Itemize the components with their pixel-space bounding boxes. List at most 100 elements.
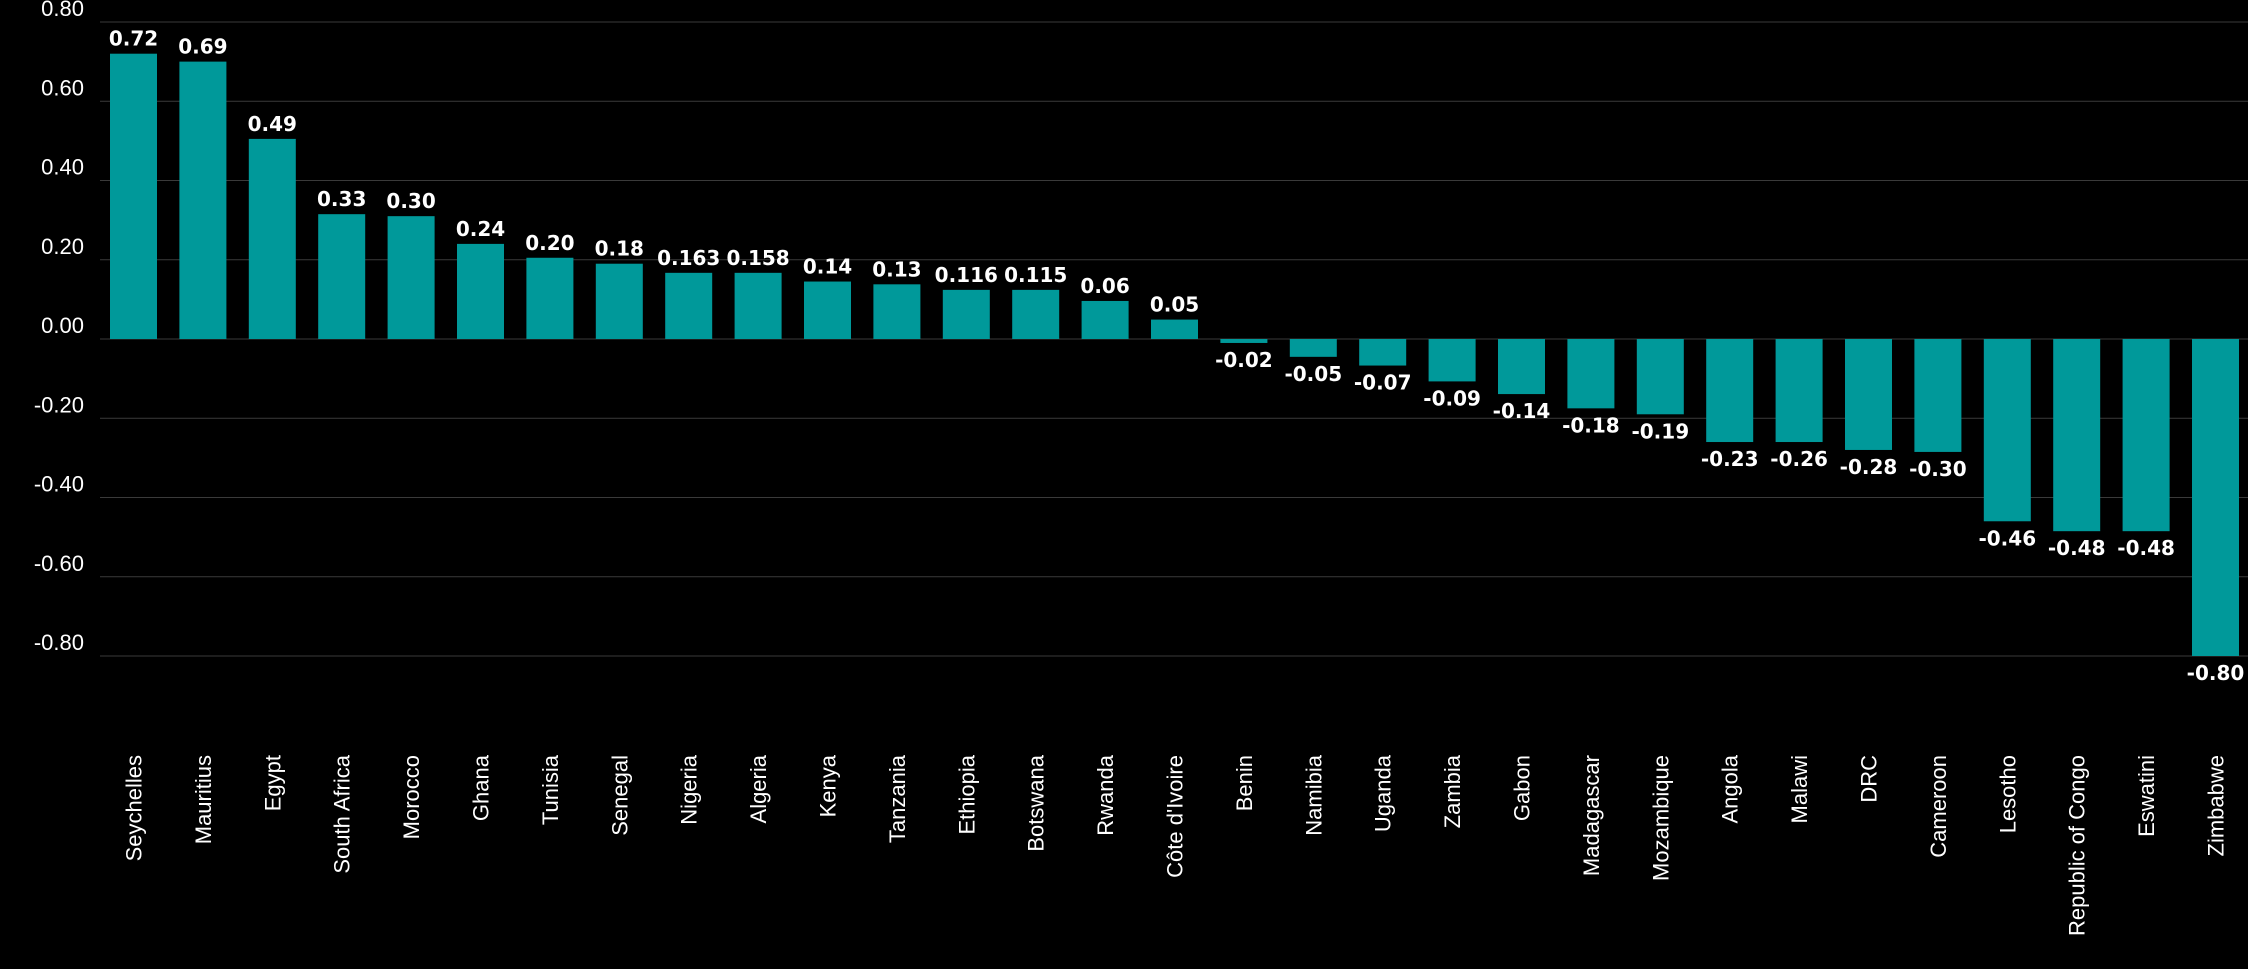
y-tick-label: -0.20 [34,392,84,417]
x-tick-label: DRC [1857,755,1882,803]
data-label: -0.07 [1354,371,1412,395]
bar [2053,339,2101,532]
x-tick-label: Angola [1718,754,1743,823]
bar [248,138,296,339]
x-tick-label: Malawi [1787,755,1812,823]
bar [595,263,643,339]
bar [318,214,366,339]
data-label: 0.06 [1080,274,1129,298]
bar [1220,339,1268,343]
data-label: -0.28 [1840,455,1898,479]
bar [734,272,782,339]
data-label: 0.14 [803,255,852,279]
bar [1914,339,1962,452]
bar [873,284,921,339]
x-axis-tick-labels: Seychelles Mauritius Egypt South Africa Moro… [122,754,2229,936]
data-label: 0.20 [525,231,574,255]
bar [942,289,990,339]
bar [387,216,435,339]
data-label: -0.26 [1770,447,1828,471]
data-label: 0.30 [386,189,435,213]
data-label: 0.24 [456,217,505,241]
data-label: 0.05 [1150,293,1199,317]
bar [1151,319,1198,339]
x-tick-label: Kenya [816,754,841,817]
x-tick-label: Rwanda [1093,754,1118,835]
data-label: -0.18 [1562,413,1620,437]
bar [1359,339,1407,366]
data-label: 0.49 [248,112,297,136]
x-tick-label: Uganda [1371,754,1396,832]
data-label: -0.30 [1909,457,1967,481]
bar [1775,339,1823,443]
bar [1983,339,2031,522]
data-label: 0.115 [1004,263,1067,287]
y-tick-label: 0.80 [41,0,84,21]
y-tick-label: 0.40 [41,155,84,180]
x-tick-label: Benin [1232,755,1257,811]
bar [2122,339,2170,532]
bar [1636,339,1684,415]
bar [665,272,713,339]
data-label: 0.69 [178,35,227,59]
data-label: -0.02 [1215,348,1273,372]
bar [1081,300,1129,339]
bar [1428,339,1476,382]
x-tick-label: South Africa [330,754,355,873]
bar [1289,339,1337,357]
data-label: -0.14 [1493,399,1551,423]
bar [1567,339,1615,409]
data-label: 0.18 [595,237,644,261]
x-tick-label: Nigeria [677,754,702,824]
bar [1498,339,1545,395]
y-tick-label: -0.40 [34,472,84,497]
data-label: -0.46 [1978,526,2036,550]
x-tick-label: Ghana [469,754,494,821]
x-tick-label: Seychelles [122,755,147,861]
y-tick-label: -0.60 [34,551,84,576]
y-tick-label: 0.00 [41,313,84,338]
data-label: -0.48 [2048,536,2106,560]
bar [110,53,157,339]
data-label: 0.13 [872,257,921,281]
x-tick-label: Namibia [1301,754,1326,835]
x-tick-label: Madagascar [1579,755,1604,876]
bar [179,61,227,339]
data-label: 0.72 [109,27,158,51]
bar [1706,339,1754,443]
bar [1845,339,1892,450]
data-label: -0.05 [1284,362,1342,386]
data-label: 0.116 [935,263,998,287]
x-tick-label: Gabon [1510,755,1535,821]
data-label: 0.33 [317,187,366,211]
data-label: -0.48 [2117,536,2175,560]
x-tick-label: Senegal [607,755,632,836]
y-tick-label: 0.20 [41,234,84,259]
bar [2192,339,2239,656]
x-tick-label: Lesotho [1995,755,2020,833]
x-tick-label: Zimbabwe [2204,755,2229,856]
x-tick-label: Mozambique [1648,755,1673,881]
bar [526,257,574,339]
x-tick-label: Morocco [399,755,424,839]
data-label: -0.19 [1631,419,1689,443]
bar [457,243,504,339]
x-tick-label: Côte d'Ivoire [1163,755,1188,878]
x-tick-label: Egypt [260,755,285,811]
x-tick-label: Ethiopia [954,754,979,834]
data-label: -0.09 [1423,386,1481,410]
x-tick-label: Algeria [746,754,771,823]
bars [110,53,2239,656]
bar [804,281,851,339]
y-tick-label: -0.80 [34,630,84,655]
x-tick-label: Eswatini [2134,755,2159,837]
x-tick-label: Botswana [1024,754,1049,851]
y-axis-tick-labels: 0.80 0.60 0.40 0.20 0.00 -0.20 -0.40 -0.60 -0.80 [34,0,84,655]
data-labels: 0.72 0.690.490.33 0.300.240.20 0.18 0.163 0.1… [109,27,2245,685]
data-label: 0.158 [726,246,789,270]
y-tick-label: 0.60 [41,75,84,100]
data-label: -0.23 [1701,447,1759,471]
x-tick-label: Cameroon [1926,755,1951,858]
x-tick-label: Tanzania [885,754,910,843]
data-label: -0.80 [2187,661,2245,685]
